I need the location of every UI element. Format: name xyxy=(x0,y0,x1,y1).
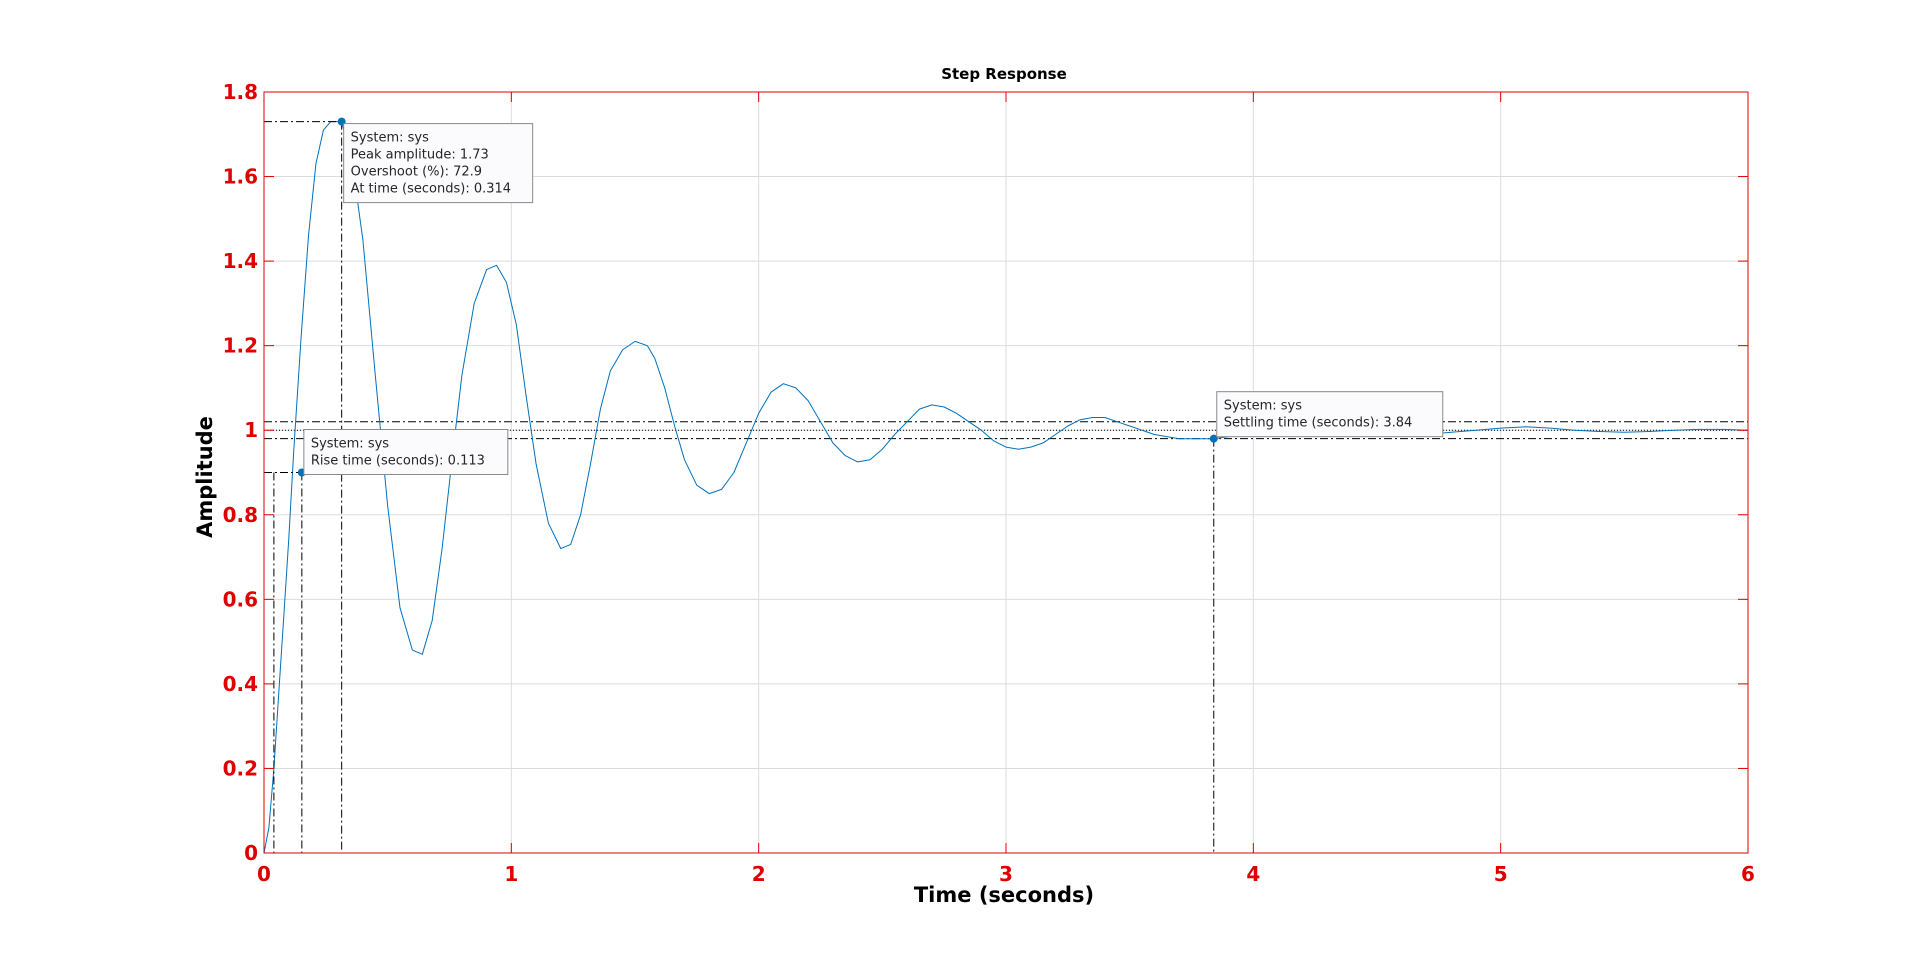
datatip-line: Peak amplitude: 1.73 xyxy=(351,148,489,163)
x-tick-labels: 0 1 2 3 4 5 6 xyxy=(257,862,1755,886)
peak-datatip[interactable]: System: sys Peak amplitude: 1.73 Overshoot… xyxy=(343,123,534,204)
y-tick-labels: 0 0.2 0.4 0.6 0.8 1 1.2 1.4 1.6 1.8 xyxy=(223,80,258,865)
datatip-line: Rise time (seconds): 0.113 xyxy=(311,454,485,469)
x-tick-label: 1 xyxy=(504,862,518,886)
datatip-box xyxy=(343,123,534,204)
marker-guides xyxy=(264,121,1215,853)
x-tick-label: 3 xyxy=(999,862,1013,886)
y-tick-label: 0.6 xyxy=(223,587,258,611)
datatip-line: System: sys xyxy=(351,131,429,146)
x-tick-label: 4 xyxy=(1246,862,1260,886)
chart-title: Step Response xyxy=(941,65,1067,83)
y-tick-label: 1.8 xyxy=(223,80,258,104)
datatip-box xyxy=(1216,391,1444,438)
datatip-line: Overshoot (%): 72.9 xyxy=(351,165,482,180)
y-tick-label: 1.2 xyxy=(223,334,258,358)
datatip-line: System: sys xyxy=(311,437,389,452)
y-tick-label: 1 xyxy=(244,418,258,442)
x-tick-label: 6 xyxy=(1741,862,1755,886)
y-tick-label: 0.8 xyxy=(223,503,258,527)
x-tick-label: 0 xyxy=(257,862,271,886)
y-tick-label: 0 xyxy=(244,841,258,865)
y-tick-label: 1.6 xyxy=(223,165,258,189)
x-tick-label: 2 xyxy=(752,862,766,886)
settling-marker[interactable] xyxy=(1209,434,1218,443)
settling-datatip[interactable]: System: sys Settling time (seconds): 3.84 xyxy=(1216,391,1444,438)
rise-datatip[interactable]: System: sys Rise time (seconds): 0.113 xyxy=(303,429,509,475)
datatip-line: At time (seconds): 0.314 xyxy=(351,182,511,197)
reference-lines xyxy=(264,421,1748,440)
datatip-line: System: sys xyxy=(1224,399,1302,414)
datatip-line: Settling time (seconds): 3.84 xyxy=(1224,416,1413,431)
tick-marks xyxy=(263,91,1749,854)
datatip-box xyxy=(303,429,509,475)
y-tick-label: 0.2 xyxy=(223,756,258,780)
x-axis-label: Time (seconds) xyxy=(914,883,1094,907)
x-tick-label: 5 xyxy=(1494,862,1508,886)
y-axis-label: Amplitude xyxy=(193,416,217,538)
y-tick-label: 1.4 xyxy=(223,249,258,273)
y-tick-label: 0.4 xyxy=(223,672,258,696)
